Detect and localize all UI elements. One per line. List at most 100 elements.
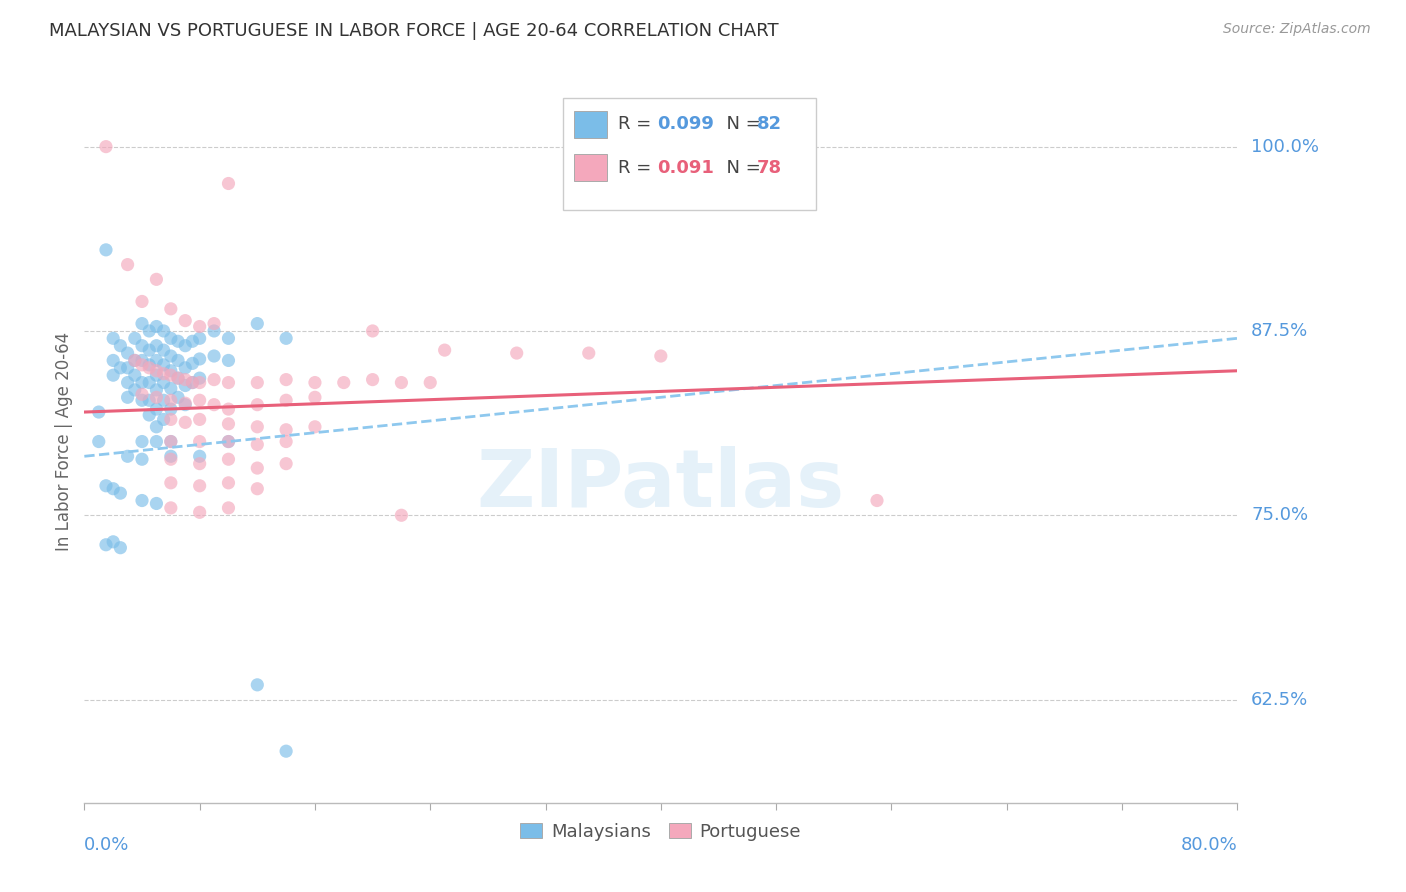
Point (110, 360, 132, 375)
Point (117, 376, 139, 390)
Point (131, 376, 153, 390)
Point (276, 744, 298, 758)
Point (103, 331, 124, 345)
Point (131, 493, 153, 508)
Point (131, 353, 153, 368)
Point (117, 450, 139, 464)
Point (152, 412, 174, 426)
Point (174, 378, 197, 392)
Y-axis label: In Labor Force | Age 20-64: In Labor Force | Age 20-64 (55, 332, 73, 551)
Point (202, 317, 225, 331)
Point (188, 319, 211, 334)
Bar (575, 111, 606, 138)
Point (246, 419, 269, 434)
Text: 0.0%: 0.0% (84, 836, 129, 855)
Text: N =: N = (716, 159, 766, 177)
Point (246, 437, 269, 451)
Point (218, 353, 240, 368)
Point (131, 387, 153, 401)
Point (276, 423, 298, 437)
Point (131, 452, 153, 467)
Text: 62.5%: 62.5% (1251, 690, 1309, 708)
Point (174, 313, 197, 327)
Point (276, 434, 298, 449)
Point (246, 482, 269, 496)
Point (94, 139, 117, 153)
Point (361, 324, 384, 338)
Point (145, 353, 167, 368)
Point (131, 358, 153, 372)
Point (218, 402, 240, 417)
Point (103, 534, 124, 549)
Point (145, 434, 167, 449)
Point (276, 373, 298, 387)
Point (218, 475, 240, 490)
Point (202, 373, 225, 387)
Point (117, 346, 139, 360)
Text: R =: R = (619, 159, 657, 177)
Point (181, 356, 204, 370)
Point (124, 383, 146, 397)
Point (124, 368, 146, 383)
Text: 0.091: 0.091 (658, 159, 714, 177)
Point (94, 538, 117, 552)
Point (87, 405, 110, 419)
Point (167, 371, 190, 385)
Point (131, 317, 153, 331)
Point (202, 324, 225, 338)
Text: 100.0%: 100.0% (1251, 137, 1319, 155)
Point (167, 371, 190, 385)
Point (152, 367, 174, 381)
Point (276, 457, 298, 471)
Point (94, 479, 117, 493)
Text: R =: R = (619, 115, 657, 133)
Point (188, 457, 211, 471)
Point (160, 434, 183, 449)
Point (138, 376, 160, 390)
Point (174, 339, 197, 353)
Point (138, 343, 160, 358)
Point (304, 390, 326, 404)
Point (160, 500, 183, 515)
Point (188, 351, 211, 366)
Point (218, 434, 240, 449)
Point (124, 331, 146, 345)
Point (246, 678, 269, 692)
Point (246, 376, 269, 390)
Point (276, 331, 298, 345)
Point (167, 353, 190, 368)
Text: 75.0%: 75.0% (1251, 507, 1309, 524)
Bar (575, 154, 606, 181)
Point (160, 301, 183, 316)
Point (650, 349, 672, 363)
Point (578, 346, 600, 360)
Point (218, 331, 240, 345)
Point (131, 294, 153, 309)
Point (152, 358, 174, 372)
Point (181, 376, 204, 390)
Point (188, 434, 211, 449)
Point (246, 317, 269, 331)
Point (117, 258, 139, 272)
Point (218, 434, 240, 449)
Point (433, 343, 456, 358)
Point (304, 419, 326, 434)
Point (110, 541, 132, 555)
Point (160, 349, 183, 363)
Point (160, 393, 183, 408)
Point (174, 416, 197, 430)
Point (94, 243, 117, 257)
Point (117, 360, 139, 375)
Point (87, 434, 110, 449)
Point (188, 376, 211, 390)
Point (145, 390, 167, 404)
Point (188, 479, 211, 493)
Point (160, 381, 183, 395)
FancyBboxPatch shape (562, 98, 817, 211)
Point (333, 376, 356, 390)
Point (218, 417, 240, 431)
Point (145, 319, 167, 334)
Point (276, 393, 298, 408)
Point (167, 390, 190, 404)
Point (174, 360, 197, 375)
